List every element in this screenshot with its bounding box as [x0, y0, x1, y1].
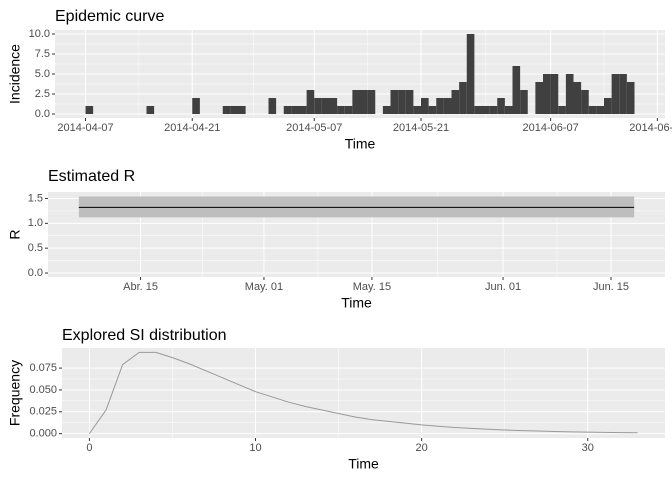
bar: [405, 90, 414, 114]
x-axis-title: Time: [348, 456, 379, 472]
bar: [565, 74, 574, 114]
bar: [413, 106, 421, 114]
bar: [474, 106, 482, 114]
bar: [283, 106, 292, 114]
bar: [222, 106, 231, 114]
panel-title: Epidemic curve: [55, 8, 164, 25]
bar: [520, 90, 528, 114]
line: [89, 351, 638, 434]
bar: [573, 82, 582, 114]
x-tick-label: Abr. 15: [123, 281, 158, 293]
y-tick-label: 7.5: [35, 48, 50, 60]
x-axis-title: Time: [345, 136, 376, 152]
y-tick-label: 1.0: [28, 217, 43, 229]
bar: [619, 74, 627, 114]
bar: [512, 66, 521, 114]
bar: [443, 98, 452, 114]
y-tick-label: 0.050: [29, 384, 57, 396]
bar: [291, 106, 299, 114]
y-tick-label: 0.025: [29, 406, 57, 418]
y-tick-label: 0.000: [29, 428, 57, 440]
x-axis-title: Time: [341, 295, 372, 311]
x-tick-label: 0: [86, 442, 92, 454]
bar: [421, 98, 429, 114]
bar: [360, 90, 368, 114]
bar: [321, 98, 330, 114]
bar: [299, 106, 307, 114]
bar: [398, 90, 406, 114]
x-tick-label: May. 15: [353, 281, 391, 293]
bar: [626, 82, 635, 114]
bar: [85, 106, 94, 114]
bar: [436, 98, 444, 114]
bar: [466, 34, 475, 114]
y-tick-label: 0.5: [28, 242, 43, 254]
bar: [367, 90, 376, 114]
bar: [543, 74, 551, 114]
bar: [306, 90, 315, 114]
bar: [611, 74, 620, 114]
bar: [535, 82, 543, 114]
bar: [382, 106, 391, 114]
x-tick-label: 2014-04-07: [57, 122, 113, 134]
bar: [230, 106, 238, 114]
x-tick-label: 30: [582, 442, 594, 454]
bar: [268, 98, 277, 114]
x-tick-label: 2014-06-07: [522, 122, 578, 134]
y-tick-label: 5.0: [35, 68, 50, 80]
panel-background: [62, 348, 665, 438]
bar: [581, 90, 589, 114]
panel-title: Explored SI distribution: [62, 327, 227, 344]
y-axis-title: Incidence: [7, 44, 23, 104]
y-axis-title: Frequency: [7, 360, 23, 426]
y-tick-label: 2.5: [35, 88, 50, 100]
bar: [329, 98, 338, 114]
bar: [344, 106, 353, 114]
bar: [192, 98, 200, 114]
x-tick-label: Jun. 15: [593, 281, 629, 293]
y-tick-label: 0.0: [35, 108, 50, 120]
bar: [604, 98, 612, 114]
bar: [588, 106, 597, 114]
bar: [459, 82, 467, 114]
bar: [352, 90, 360, 114]
y-tick-label: 10.0: [29, 28, 50, 40]
x-tick-label: 2014-05-07: [286, 122, 342, 134]
bar: [146, 106, 155, 114]
x-tick-label: 20: [416, 442, 428, 454]
bar: [504, 106, 513, 114]
bar: [489, 106, 498, 114]
y-tick-label: 0.0: [28, 267, 43, 279]
y-tick-label: 0.075: [29, 362, 57, 374]
x-tick-label: May. 01: [245, 281, 283, 293]
bar: [428, 106, 437, 114]
y-axis-title: R: [7, 229, 23, 239]
bar: [497, 98, 505, 114]
bar: [337, 106, 345, 114]
bar: [596, 106, 604, 114]
bar: [390, 90, 399, 114]
bar: [451, 90, 460, 114]
bar: [550, 74, 559, 114]
bar: [558, 106, 566, 114]
bar: [238, 106, 246, 114]
x-tick-label: 2014-06-21: [629, 122, 672, 134]
x-tick-label: 10: [249, 442, 261, 454]
bar: [482, 106, 490, 114]
x-tick-label: 2014-05-21: [393, 122, 449, 134]
bar: [314, 98, 322, 114]
x-tick-label: Jun. 01: [485, 281, 521, 293]
panel-title: Estimated R: [48, 168, 135, 185]
x-tick-label: 2014-04-21: [164, 122, 220, 134]
y-tick-label: 1.5: [28, 192, 43, 204]
